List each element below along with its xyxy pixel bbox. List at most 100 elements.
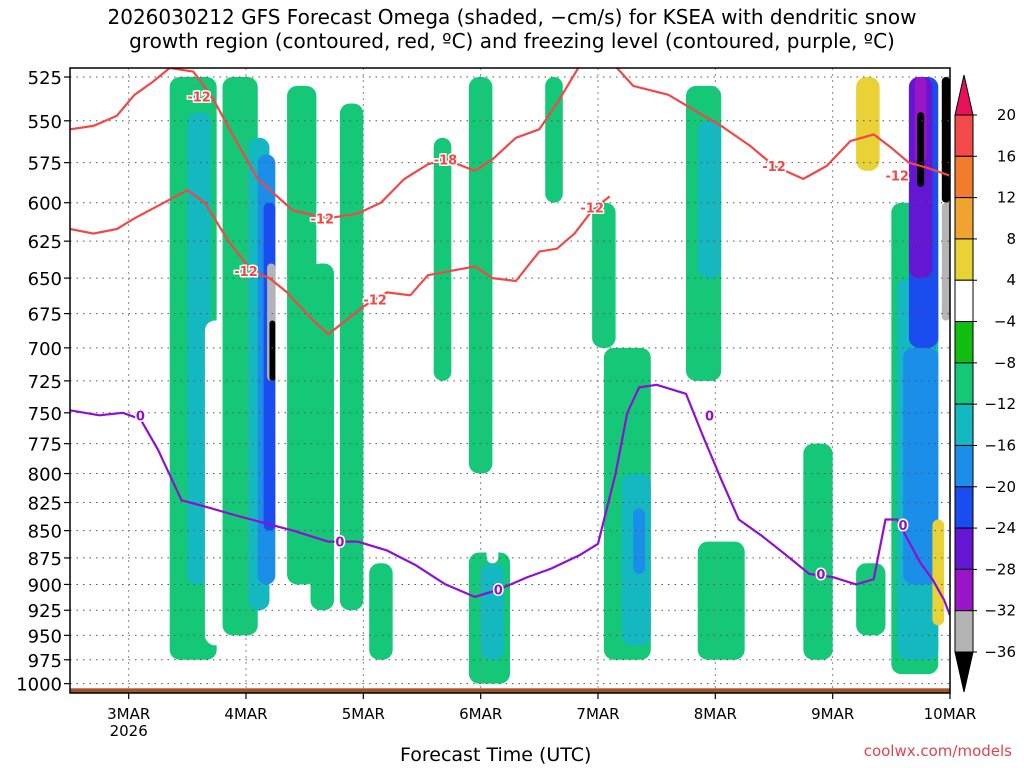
colorbar-label: −36: [984, 643, 1016, 661]
contour-label: -12: [311, 212, 335, 227]
omega-cell: [903, 347, 939, 585]
colorbar-segment: [954, 403, 974, 446]
omega-cell: [122, 77, 141, 684]
colorbar-label: 12: [997, 189, 1016, 207]
y-tick-label: 725: [28, 372, 62, 393]
ground-strip: [70, 688, 950, 693]
x-tick-sublabel: 2026: [110, 722, 148, 740]
colorbar-segment: [954, 238, 974, 281]
omega-cell: [917, 112, 925, 187]
contour-label: -12: [762, 160, 786, 175]
omega-cell: [486, 530, 499, 564]
y-tick-label: 650: [28, 269, 62, 290]
omega-cell: [545, 77, 563, 203]
chart-title-line-2: growth region (contoured, red, ºC) and f…: [129, 29, 895, 53]
watermark: coolwx.com/models: [863, 742, 1012, 760]
y-tick-label: 575: [28, 154, 62, 175]
colorbar-segment: [954, 568, 974, 612]
colorbar: 20 16 12 8 4 −4 −8 −12 −16 −20 −24 −28 −32 −36: [954, 74, 1016, 693]
colorbar-label: 20: [997, 106, 1016, 124]
y-tick-label: 950: [28, 626, 62, 647]
omega-cell: [592, 202, 616, 348]
omega-cell: [697, 541, 745, 660]
omega-cell: [856, 563, 886, 636]
colorbar-bottom-arrow: [954, 651, 974, 693]
omega-cell: [433, 137, 452, 381]
x-tick-label: 5MAR: [342, 705, 385, 723]
chart-title-line-1: 2026030212 GFS Forecast Omega (shaded, −…: [107, 5, 917, 29]
colorbar-segment: [954, 114, 974, 157]
contour-label: 0: [816, 568, 825, 583]
omega-cell: [803, 443, 833, 660]
dendritic-contour-lower: [70, 189, 611, 336]
omega-cell: [468, 77, 493, 474]
colorbar-segment: [954, 444, 974, 488]
omega-cell: [187, 112, 211, 585]
colorbar-top-arrow: [954, 74, 974, 116]
colorbar-segment: [954, 486, 974, 529]
y-tick-label: 975: [28, 651, 62, 672]
colorbar-label: 16: [997, 147, 1016, 165]
omega-cell: [633, 508, 645, 574]
x-tick-label: 9MAR: [811, 705, 854, 723]
omega-cell: [941, 77, 950, 203]
colorbar-segment: [954, 197, 974, 240]
omega-cell: [204, 320, 229, 646]
freezing-level-contour: [70, 383, 950, 616]
x-tick-label: 7MAR: [576, 705, 619, 723]
omega-cell: [339, 103, 364, 611]
colorbar-label: −32: [984, 602, 1016, 620]
y-tick-label: 1000: [16, 675, 62, 696]
y-tick-label: 875: [28, 549, 62, 570]
y-tick-label: 700: [28, 339, 62, 360]
x-tick-label: 6MAR: [459, 705, 502, 723]
contour-label: -12: [885, 170, 909, 185]
colorbar-segment: [954, 155, 974, 199]
omega-cell: [762, 347, 780, 444]
colorbar-segment: [954, 279, 974, 323]
colorbar-segment: [954, 321, 974, 364]
contour-label: 0: [335, 536, 344, 551]
dendritic-contour-upper: [70, 68, 950, 220]
colorbar-segment: [954, 527, 974, 570]
contour-label: 0: [136, 409, 145, 424]
y-tick-label: 775: [28, 435, 62, 456]
colorbar-label: −16: [984, 436, 1016, 454]
omega-cell: [310, 263, 334, 611]
contour-label: -18: [434, 153, 458, 168]
x-tick-label: 8MAR: [694, 705, 737, 723]
y-tick-label: 525: [28, 68, 62, 89]
colorbar-label: −20: [984, 478, 1016, 496]
colorbar-label: 8: [1006, 230, 1016, 248]
x-tick-label: 10MAR: [924, 705, 977, 723]
omega-cell: [697, 120, 722, 279]
contour-label: 0: [899, 519, 908, 534]
x-axis-label: Forecast Time (UTC): [400, 744, 592, 766]
y-tick-label: 800: [28, 465, 62, 486]
x-tick-label: 4MAR: [224, 705, 267, 723]
y-tick-label: 825: [28, 494, 62, 515]
omega-cell: [510, 541, 522, 564]
colorbar-segment: [954, 610, 974, 653]
colorbar-label: −4: [994, 313, 1016, 331]
omega-cell: [369, 563, 393, 660]
y-tick-label: 600: [28, 194, 62, 215]
y-tick-label: 900: [28, 575, 62, 596]
colorbar-label: 4: [1006, 271, 1016, 289]
omega-cell: [856, 77, 880, 171]
omega-cell: [941, 202, 950, 321]
colorbar-label: −8: [994, 354, 1016, 372]
colorbar-label: −28: [984, 560, 1016, 578]
contour-label: 0: [705, 409, 714, 424]
contour-label: -12: [580, 201, 604, 216]
omega-field: [122, 77, 950, 684]
y-tick-label: 750: [28, 404, 62, 425]
y-tick-label: 675: [28, 305, 62, 326]
contour-label: -12: [234, 265, 258, 280]
omega-cell: [269, 320, 276, 381]
y-tick-label: 625: [28, 232, 62, 253]
y-tick-label: 850: [28, 522, 62, 543]
colorbar-label: −12: [984, 395, 1016, 413]
contour-label: -12: [363, 294, 387, 309]
